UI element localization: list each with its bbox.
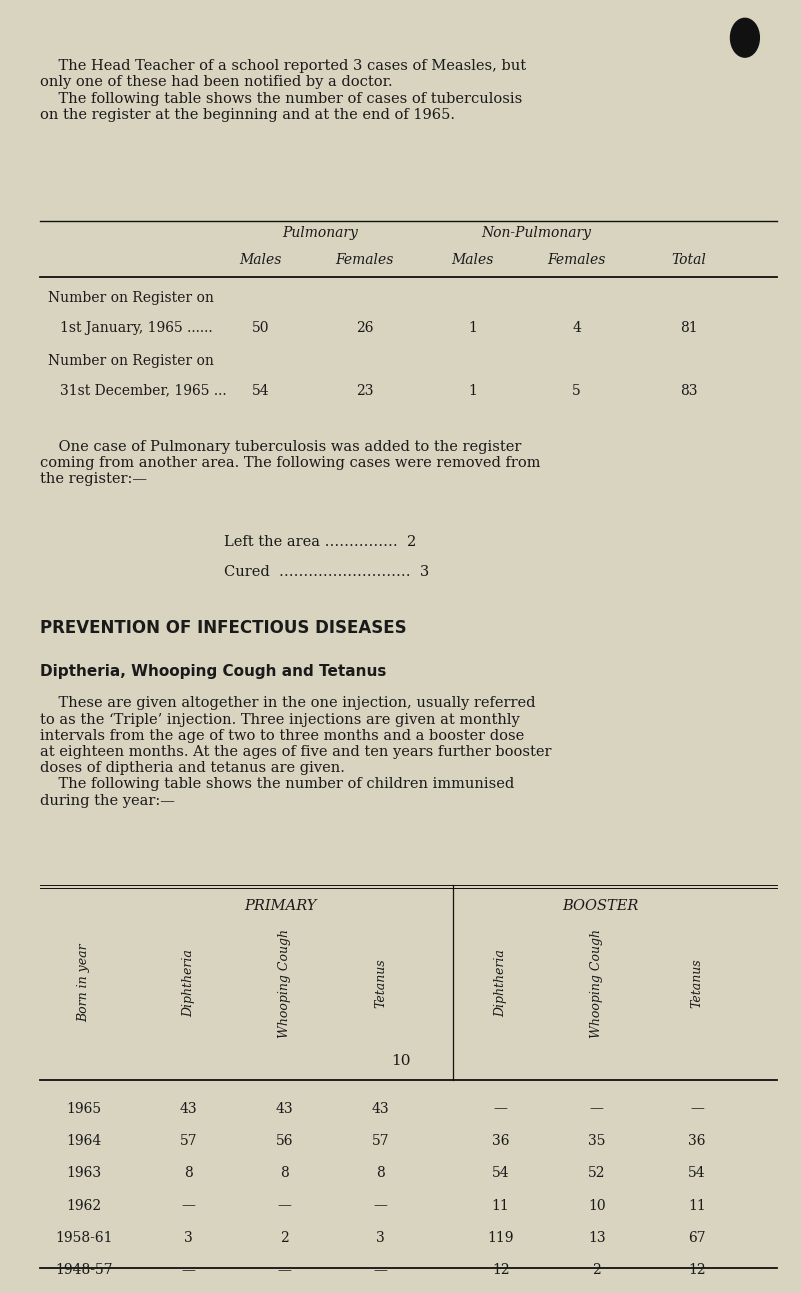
Text: 1964: 1964 — [66, 1134, 102, 1148]
Text: 12: 12 — [492, 1263, 509, 1277]
Text: 8: 8 — [376, 1166, 384, 1181]
Text: Females: Females — [548, 253, 606, 268]
Text: —: — — [181, 1263, 195, 1277]
Text: 3: 3 — [184, 1231, 192, 1245]
Text: 54: 54 — [688, 1166, 706, 1181]
Text: Number on Register on: Number on Register on — [48, 353, 214, 367]
Text: —: — — [373, 1263, 388, 1277]
Text: PREVENTION OF INFECTIOUS DISEASES: PREVENTION OF INFECTIOUS DISEASES — [40, 619, 407, 636]
Text: 57: 57 — [372, 1134, 389, 1148]
Text: Pulmonary: Pulmonary — [283, 226, 358, 240]
Text: PRIMARY: PRIMARY — [244, 899, 316, 913]
Text: Diptheria, Whooping Cough and Tetanus: Diptheria, Whooping Cough and Tetanus — [40, 665, 386, 679]
Text: The Head Teacher of a school reported 3 cases of Measles, but
only one of these : The Head Teacher of a school reported 3 … — [40, 59, 526, 122]
Text: 10: 10 — [588, 1199, 606, 1213]
Text: Tetanus: Tetanus — [690, 958, 703, 1007]
Text: 1st January, 1965 ......: 1st January, 1965 ...... — [60, 321, 213, 335]
Text: 54: 54 — [492, 1166, 509, 1181]
Text: 23: 23 — [356, 384, 373, 398]
Text: —: — — [277, 1263, 292, 1277]
Text: 8: 8 — [280, 1166, 288, 1181]
Text: 36: 36 — [688, 1134, 706, 1148]
Text: 57: 57 — [179, 1134, 197, 1148]
Text: 26: 26 — [356, 321, 373, 335]
Text: —: — — [493, 1102, 508, 1116]
Text: Diphtheria: Diphtheria — [494, 949, 507, 1018]
Text: 54: 54 — [252, 384, 269, 398]
Text: —: — — [690, 1102, 704, 1116]
Text: 4: 4 — [572, 321, 582, 335]
Text: Cured  ………………………  3: Cured ……………………… 3 — [224, 565, 429, 579]
Text: 1958-61: 1958-61 — [55, 1231, 113, 1245]
Text: 31st December, 1965 ...: 31st December, 1965 ... — [60, 384, 227, 398]
Text: —: — — [590, 1102, 604, 1116]
Text: BOOSTER: BOOSTER — [562, 899, 639, 913]
Text: Left the area ……………  2: Left the area …………… 2 — [224, 534, 417, 548]
Text: 35: 35 — [588, 1134, 606, 1148]
Text: 67: 67 — [688, 1231, 706, 1245]
Text: 43: 43 — [179, 1102, 197, 1116]
Text: Non-Pulmonary: Non-Pulmonary — [481, 226, 592, 240]
Text: Tetanus: Tetanus — [374, 958, 387, 1007]
Text: One case of Pulmonary tuberculosis was added to the register
coming from another: One case of Pulmonary tuberculosis was a… — [40, 440, 541, 486]
Text: —: — — [373, 1199, 388, 1213]
Text: 1962: 1962 — [66, 1199, 102, 1213]
Text: 8: 8 — [184, 1166, 192, 1181]
Text: 12: 12 — [688, 1263, 706, 1277]
Text: 1: 1 — [468, 321, 477, 335]
Text: Total: Total — [671, 253, 706, 268]
Text: 3: 3 — [376, 1231, 384, 1245]
Text: Whooping Cough: Whooping Cough — [590, 928, 603, 1037]
Text: 2: 2 — [593, 1263, 601, 1277]
Text: These are given altogether in the one injection, usually referred
to as the ‘Tri: These are given altogether in the one in… — [40, 697, 552, 808]
Text: 56: 56 — [276, 1134, 293, 1148]
Text: Number on Register on: Number on Register on — [48, 291, 214, 305]
Text: 11: 11 — [688, 1199, 706, 1213]
Text: 81: 81 — [680, 321, 698, 335]
Text: 119: 119 — [487, 1231, 514, 1245]
Text: 1965: 1965 — [66, 1102, 102, 1116]
Text: 1963: 1963 — [66, 1166, 102, 1181]
Text: 13: 13 — [588, 1231, 606, 1245]
Text: Whooping Cough: Whooping Cough — [278, 928, 291, 1037]
Text: Males: Males — [239, 253, 281, 268]
Text: 43: 43 — [276, 1102, 293, 1116]
Text: Males: Males — [452, 253, 493, 268]
Circle shape — [731, 18, 759, 57]
Text: 83: 83 — [680, 384, 698, 398]
Text: 10: 10 — [391, 1054, 410, 1068]
Text: 43: 43 — [372, 1102, 389, 1116]
Text: 52: 52 — [588, 1166, 606, 1181]
Text: Diphtheria: Diphtheria — [182, 949, 195, 1018]
Text: 1948-57: 1948-57 — [55, 1263, 113, 1277]
Text: Born in year: Born in year — [78, 944, 91, 1023]
Text: Females: Females — [336, 253, 393, 268]
Text: 1: 1 — [468, 384, 477, 398]
Text: 36: 36 — [492, 1134, 509, 1148]
Text: 5: 5 — [573, 384, 581, 398]
Text: —: — — [277, 1199, 292, 1213]
Text: 11: 11 — [492, 1199, 509, 1213]
Text: 2: 2 — [280, 1231, 288, 1245]
Text: —: — — [181, 1199, 195, 1213]
Text: 50: 50 — [252, 321, 269, 335]
